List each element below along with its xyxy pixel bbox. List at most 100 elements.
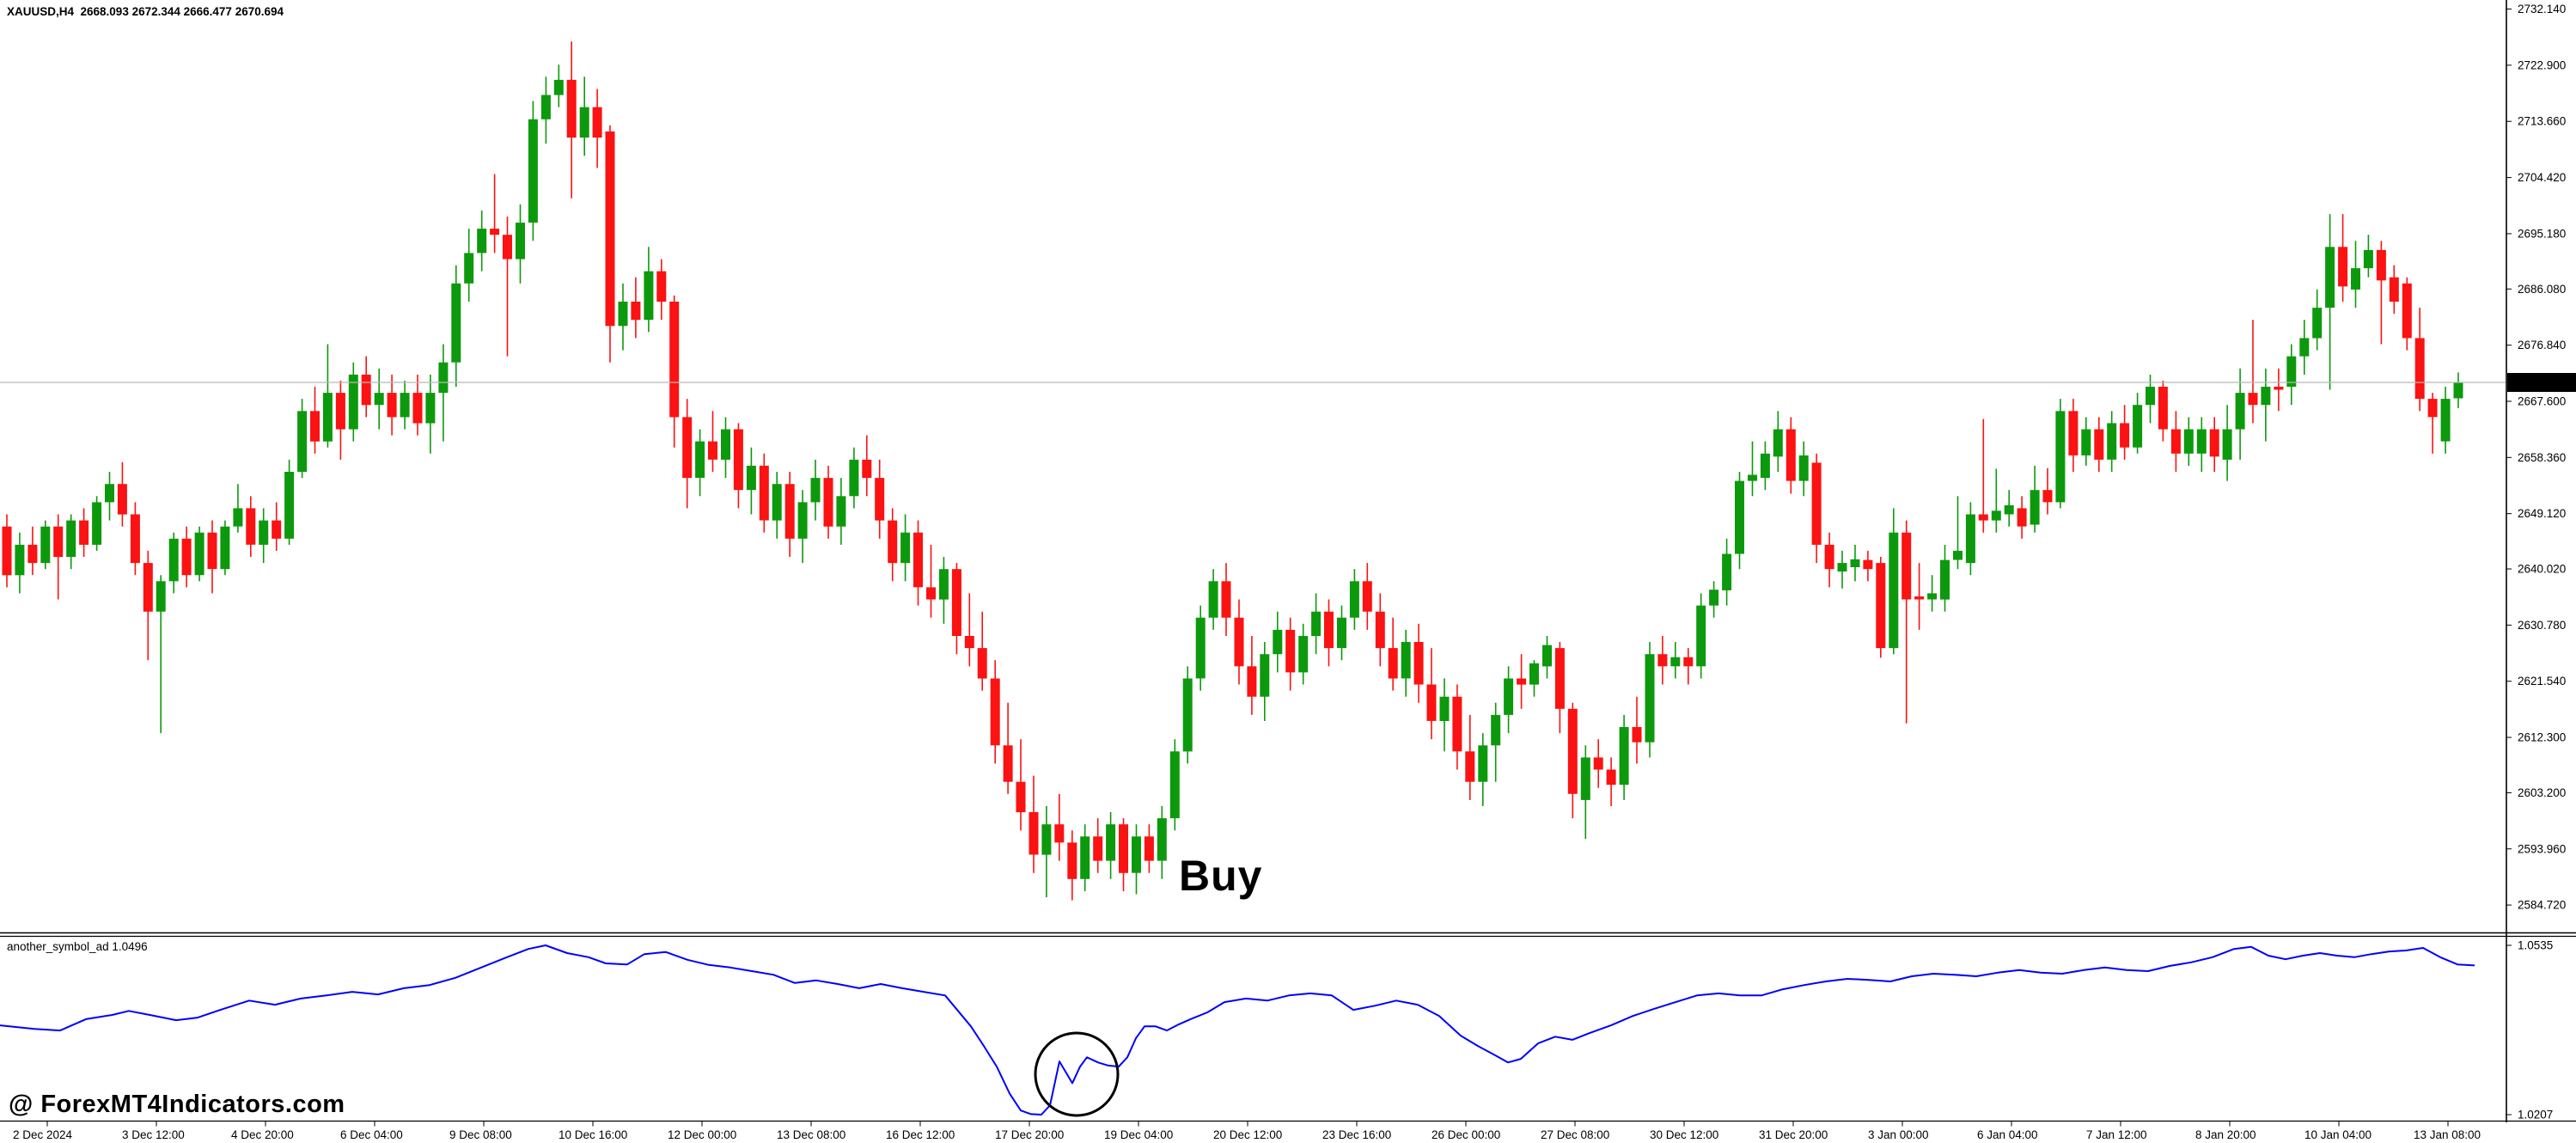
candle-body xyxy=(207,532,217,570)
candle-body xyxy=(1735,480,1744,554)
candle-body xyxy=(1003,745,1013,782)
candle-body xyxy=(1529,663,1539,685)
candle-body xyxy=(1247,666,1257,697)
candle-body xyxy=(2363,249,2373,269)
candle-body xyxy=(810,478,821,503)
candle-body xyxy=(297,411,308,472)
indicator-tick-label: 1.0207 xyxy=(2518,1109,2553,1122)
candle-body xyxy=(1940,559,1950,600)
candle-body xyxy=(2325,247,2335,308)
candle-body xyxy=(2453,382,2463,399)
candle-body xyxy=(2299,338,2310,357)
candle-body xyxy=(1413,642,1424,685)
candle-body xyxy=(27,544,38,564)
candle-body xyxy=(784,484,795,539)
candle-body xyxy=(566,79,577,138)
candle-body xyxy=(477,229,487,254)
candle-body xyxy=(1914,596,1925,600)
candle-body xyxy=(2055,411,2066,503)
candle-body xyxy=(1709,590,1719,606)
candle-body xyxy=(1221,581,1231,618)
candle-body xyxy=(1645,654,1655,743)
candle-body xyxy=(2120,423,2130,448)
candle-body xyxy=(1683,657,1694,667)
price-axis-labels: 2732.140 2722.900 2713.660 2704.420 2695.180… xyxy=(2506,3,2566,912)
candle-body xyxy=(2440,399,2451,442)
price-tick-label: 2695.180 xyxy=(2518,227,2566,240)
candle-body xyxy=(721,429,730,460)
candle-body xyxy=(2402,283,2412,339)
time-tick-label: 2 Dec 2024 xyxy=(13,1128,73,1141)
candle-body xyxy=(1824,544,1834,570)
candle-body xyxy=(1311,611,1322,636)
candle-body xyxy=(1132,836,1141,873)
candle-body xyxy=(400,393,410,418)
time-tick-label: 26 Dec 00:00 xyxy=(1431,1128,1500,1141)
candle-body xyxy=(1748,474,1757,481)
candle-body xyxy=(772,484,782,521)
price-tick-label: 2649.120 xyxy=(2518,507,2566,520)
candle-body xyxy=(862,459,872,479)
candle-body xyxy=(156,581,166,612)
time-axis-labels: 2 Dec 2024 3 Dec 12:00 4 Dec 20:00 6 Dec 04… xyxy=(13,1121,2481,1141)
price-tick-label: 2676.840 xyxy=(2518,339,2566,351)
candle-body xyxy=(1773,429,1783,457)
candle-body xyxy=(528,119,538,223)
candle-body xyxy=(2261,387,2271,406)
candle-body xyxy=(2248,393,2258,406)
time-tick-label: 17 Dec 20:00 xyxy=(995,1128,1064,1141)
candle-body xyxy=(1093,836,1103,861)
candle-body xyxy=(746,465,756,491)
candle-body xyxy=(1144,836,1154,861)
candle-body xyxy=(1850,559,1860,567)
candle-body xyxy=(322,393,333,442)
candle-body xyxy=(1953,550,1963,560)
price-tick-label: 2612.300 xyxy=(2518,731,2566,744)
candle-body xyxy=(1016,781,1026,813)
candle-body xyxy=(1375,611,1385,649)
candle-body xyxy=(2107,423,2117,460)
time-tick-label: 6 Jan 04:00 xyxy=(1977,1128,2038,1141)
price-tick-label: 2667.600 xyxy=(2518,395,2566,408)
candle-body xyxy=(990,678,1000,746)
candle-body xyxy=(1593,757,1603,770)
candle-body xyxy=(1273,629,1283,655)
candle-body xyxy=(1837,563,1847,572)
time-tick-label: 10 Jan 04:00 xyxy=(2304,1128,2372,1141)
candle-body xyxy=(1722,553,1732,590)
candle-body xyxy=(92,502,102,545)
candle-body xyxy=(1889,532,1899,649)
candle-body xyxy=(2146,387,2155,406)
time-tick-label: 19 Dec 04:00 xyxy=(1104,1128,1173,1141)
candle-body xyxy=(2042,490,2053,503)
candle-body xyxy=(1362,581,1372,612)
candle-body xyxy=(926,587,936,600)
candle-body xyxy=(1670,657,1681,667)
time-tick-label: 13 Dec 08:00 xyxy=(777,1128,845,1141)
time-tick-label: 7 Jan 12:00 xyxy=(2086,1128,2147,1141)
candle-body xyxy=(284,472,295,539)
candle-body xyxy=(2414,338,2425,400)
candle-body xyxy=(1054,824,1065,843)
candle-body xyxy=(2196,429,2207,454)
time-tick-label: 10 Dec 16:00 xyxy=(559,1128,627,1141)
candle-body xyxy=(1517,678,1527,685)
candle-body xyxy=(272,520,282,539)
candle-body xyxy=(2286,356,2297,387)
candle-body xyxy=(181,538,192,576)
candle-body xyxy=(143,563,153,612)
time-tick-label: 23 Dec 16:00 xyxy=(1322,1128,1391,1141)
candle-body xyxy=(2376,249,2386,281)
candle-body xyxy=(15,544,25,576)
candle-body xyxy=(1491,714,1501,746)
candle-body xyxy=(2030,490,2040,525)
candle-body xyxy=(1119,824,1128,873)
candle-body xyxy=(1080,836,1090,879)
candle-body xyxy=(425,393,436,424)
candle-body xyxy=(1863,559,1873,570)
candle-body xyxy=(938,569,949,600)
candle-body xyxy=(1811,462,1822,545)
candle-body xyxy=(1298,636,1309,673)
candle-body xyxy=(2389,277,2399,302)
